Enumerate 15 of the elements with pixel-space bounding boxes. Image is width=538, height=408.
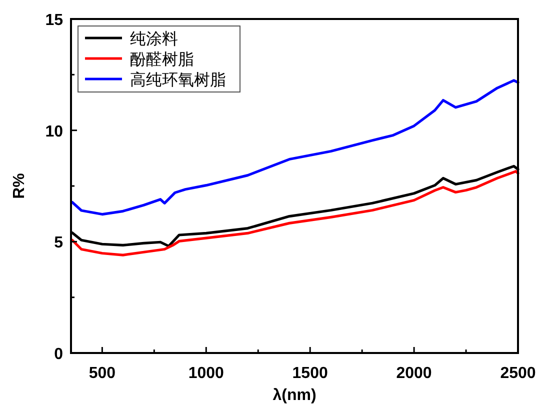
y-tick-label: 10 [45,123,64,140]
y-tick-label: 0 [54,346,64,363]
y-axis-title: R% [11,173,28,199]
legend-label: 高纯环氧树脂 [130,71,226,89]
x-tick-label: 500 [88,365,116,382]
x-tick-label: 2000 [396,365,432,382]
x-tick-label: 2500 [500,365,536,382]
y-tick-label: 15 [45,12,64,29]
x-tick-label: 1000 [188,365,224,382]
x-tick-label: 1500 [292,365,328,382]
line-series [70,170,520,256]
legend-label: 纯涂料 [130,30,178,48]
legend-label: 酚醛树脂 [130,50,194,68]
y-tick-label: 5 [54,234,64,252]
x-axis-title: λ(nm) [272,387,316,404]
